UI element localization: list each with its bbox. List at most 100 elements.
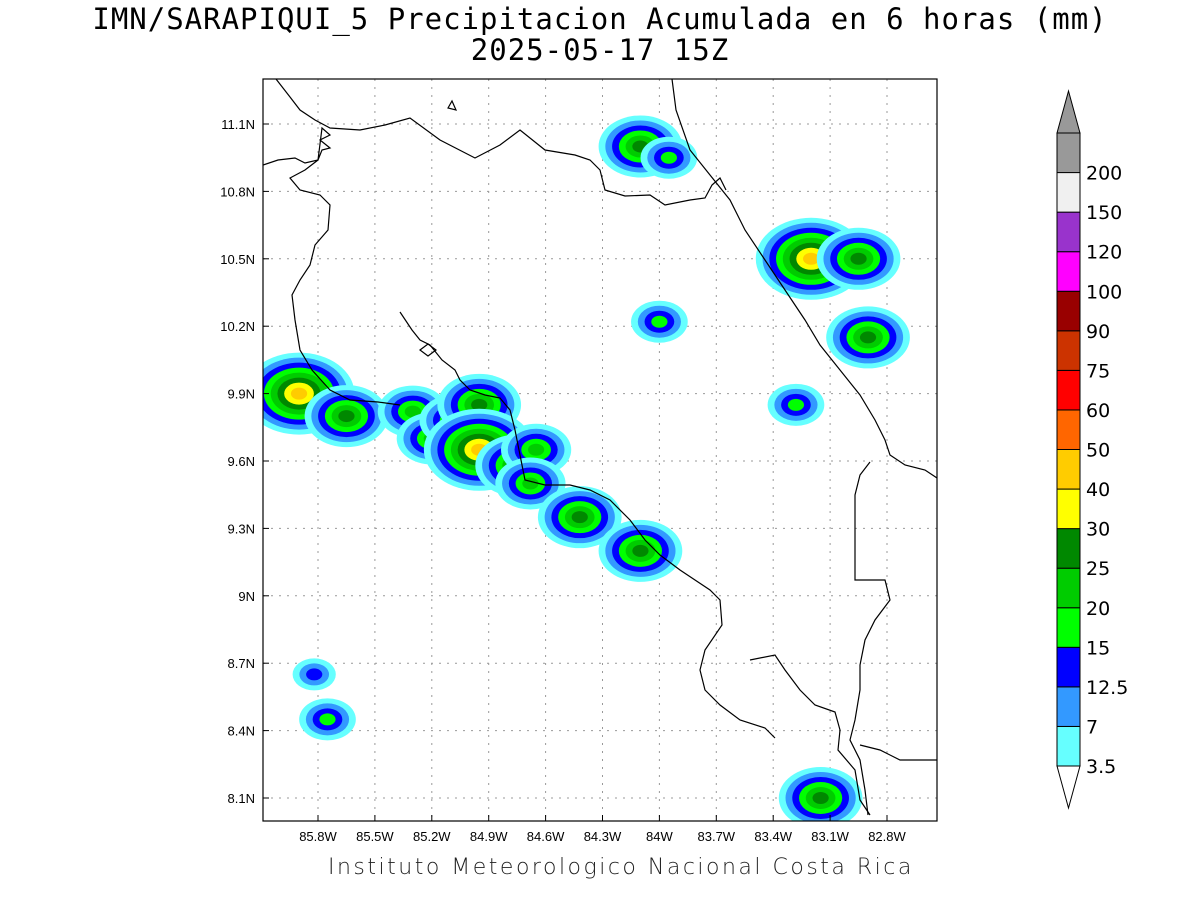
x-tick-label: 85.2W: [413, 829, 451, 844]
colorbar-label: 20: [1086, 598, 1110, 620]
colorbar-swatch: [1056, 251, 1081, 292]
rain-contour: [528, 443, 545, 456]
plot-frame: [262, 78, 938, 822]
colorbar-label: 40: [1086, 479, 1110, 501]
colorbar-label: 90: [1086, 321, 1110, 343]
rain-contour: [306, 668, 323, 681]
colorbar-swatch: [1056, 528, 1081, 569]
osa-peninsula: [749, 654, 871, 816]
island-2: [447, 99, 458, 111]
colorbar-swatch: [1056, 686, 1081, 727]
rain-cell: [826, 306, 910, 369]
rain-cell: [767, 383, 825, 426]
x-tick-label: 84.3W: [584, 829, 622, 844]
y-axis-ticks: 11.1N 10.8N 10.5N 10.2N 9.9N 9.6N 9.3N 9N 8.7N 8.…: [220, 117, 269, 806]
y-tick-label: 8.4N: [228, 724, 255, 739]
x-axis-ticks: 85.8W 85.5W 85.2W 84.9W 84.6W 84.3W 84W 83.7W 83…: [299, 815, 907, 844]
coastline: [263, 79, 937, 816]
rain-contour: [787, 398, 805, 411]
map-title: IMN/SARAPIQUI_5 Precipitacion Acumulada …: [92, 2, 1108, 36]
colorbar-label: 30: [1086, 519, 1110, 541]
colorbar-swatch: [1056, 449, 1081, 490]
colorbar-label: 60: [1086, 400, 1110, 422]
rain-contour: [859, 331, 877, 344]
rain-contour: [660, 151, 677, 164]
x-tick-label: 84.6W: [527, 829, 565, 844]
precipitation-cells: [263, 115, 910, 821]
rain-cell: [816, 227, 901, 290]
colorbar-bottom-arrow: [1056, 765, 1081, 810]
rain-cell: [640, 136, 698, 179]
colorbar-label: 150: [1086, 202, 1122, 224]
colorbar-label: 75: [1086, 360, 1110, 382]
colorbar-swatch: [1056, 725, 1081, 767]
y-tick-label: 9.6N: [228, 454, 255, 469]
x-tick-label: 82.8W: [868, 829, 906, 844]
y-tick-label: 9N: [238, 589, 255, 604]
map-grid: [263, 79, 937, 821]
x-tick-label: 83.4W: [754, 829, 792, 844]
colorbar-swatch: [1056, 290, 1081, 332]
colorbar-top-arrow: [1056, 89, 1081, 134]
x-tick-label: 85.8W: [299, 829, 337, 844]
rain-contour: [632, 544, 649, 557]
rain-cell: [598, 519, 683, 582]
colorbar-swatch: [1056, 369, 1081, 411]
rain-cell: [495, 457, 566, 510]
colorbar-swatch: [1056, 488, 1081, 530]
footer-credit: Instituto Meteorologico Nacional Costa R…: [328, 855, 914, 880]
x-tick-label: 83.7W: [698, 829, 736, 844]
rain-contour: [338, 410, 355, 423]
colorbar-swatch: [1056, 330, 1081, 371]
colorbar-label: 12.5: [1086, 677, 1128, 699]
rain-cell: [537, 486, 622, 549]
rain-contour: [404, 405, 421, 418]
rain-contour: [290, 387, 308, 400]
colorbar-swatch: [1056, 409, 1081, 450]
rain-contour: [803, 252, 820, 265]
rain-contour: [571, 511, 588, 524]
colorbar-swatch: [1056, 132, 1081, 174]
x-tick-label: 83.1W: [811, 829, 849, 844]
island-1: [419, 343, 437, 357]
colorbar-label: 120: [1086, 242, 1122, 264]
colorbar-label: 25: [1086, 558, 1110, 580]
rain-cell: [304, 385, 389, 448]
y-tick-label: 8.7N: [228, 656, 255, 671]
y-tick-label: 10.2N: [220, 319, 255, 334]
rain-cell: [631, 300, 688, 343]
rain-cell: [299, 698, 356, 741]
colorbar-label: 15: [1086, 637, 1110, 659]
colorbar-label: 100: [1086, 281, 1122, 303]
rain-cell: [778, 767, 863, 821]
y-tick-label: 10.8N: [220, 184, 255, 199]
rain-contour: [812, 792, 829, 804]
colorbar-label: 7: [1086, 716, 1098, 738]
rain-contour: [319, 713, 336, 726]
burica-coast: [859, 744, 937, 761]
colorbar-label: 200: [1086, 163, 1122, 185]
y-tick-label: 11.1N: [221, 117, 255, 132]
rain-cell: [292, 658, 336, 691]
north-pacific-coast: [263, 126, 401, 406]
map-subtitle: 2025-05-17 15Z: [470, 33, 730, 67]
nicaragua-lake-shore: [275, 79, 727, 206]
colorbar-swatch: [1056, 646, 1081, 688]
nicoya-gulf-coast: [399, 311, 776, 739]
colorbar-swatch: [1056, 211, 1081, 253]
colorbar: 3.5 7 12.5 15 20 25 30 40 50 60 75 90 100 120 150 200: [1056, 89, 1128, 810]
colorbar-label: 50: [1086, 440, 1110, 462]
caribbean-coast: [671, 79, 937, 479]
y-tick-label: 8.1N: [228, 791, 255, 806]
y-tick-label: 10.5N: [220, 252, 255, 267]
rain-contour: [850, 252, 867, 265]
x-tick-label: 85.5W: [356, 829, 394, 844]
y-tick-label: 9.9N: [228, 387, 255, 402]
x-tick-label: 84W: [646, 829, 673, 844]
colorbar-swatch: [1056, 172, 1081, 213]
y-tick-label: 9.3N: [228, 521, 255, 536]
rain-contour: [471, 398, 488, 411]
colorbar-swatch: [1056, 567, 1081, 609]
colorbar-label: 3.5: [1086, 756, 1116, 778]
